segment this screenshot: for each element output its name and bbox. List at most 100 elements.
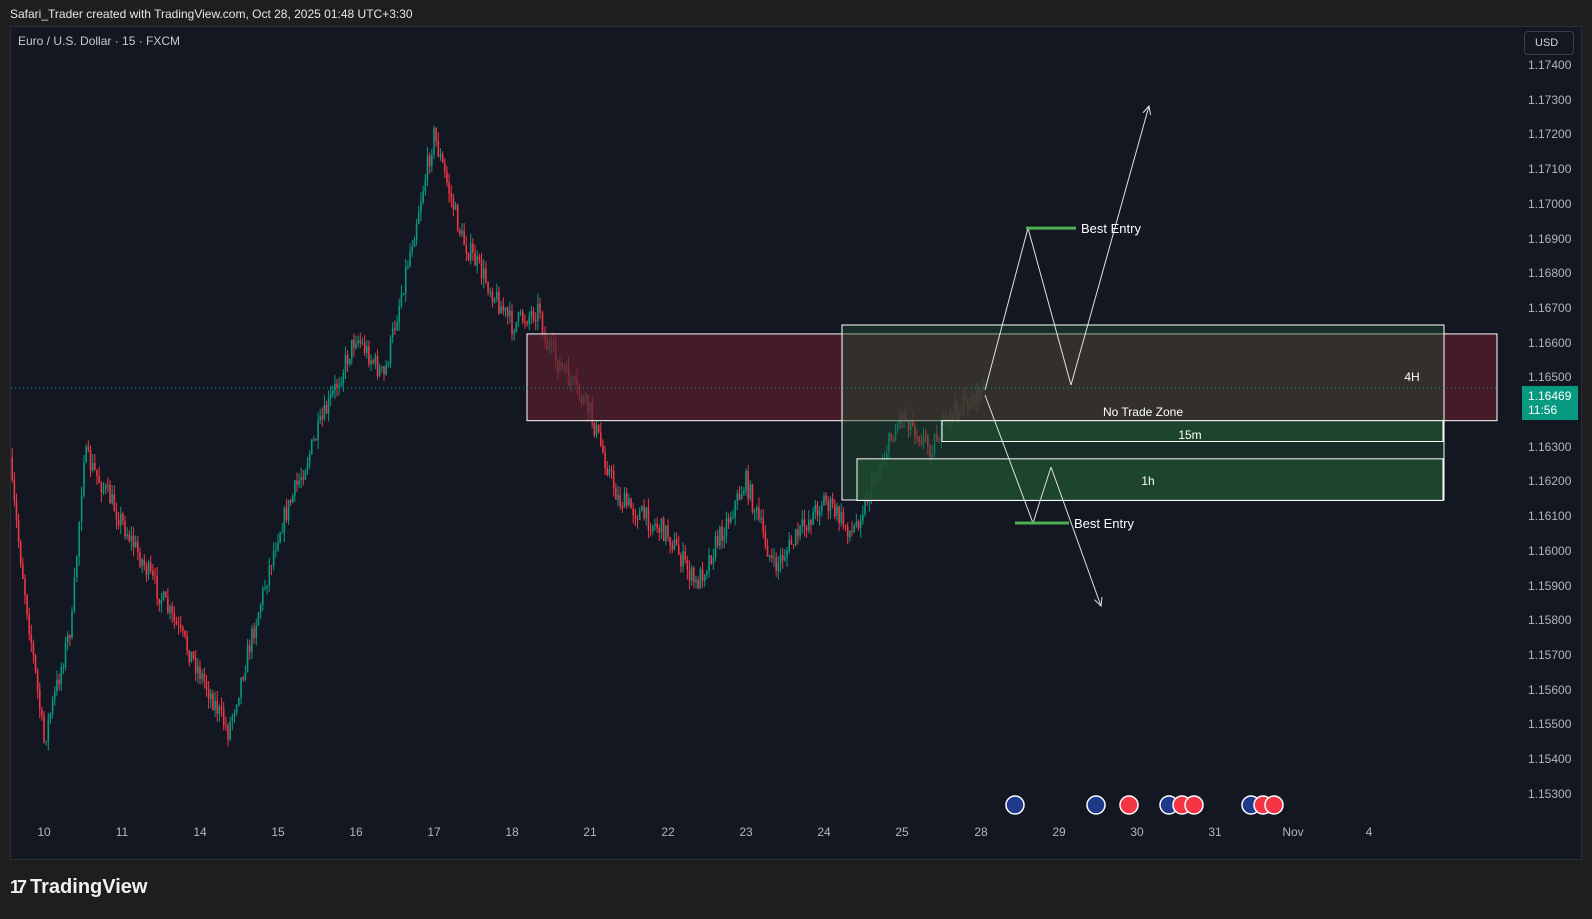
candle-body — [296, 480, 298, 485]
candle-body — [233, 712, 236, 717]
candle-body — [933, 434, 936, 454]
candle-body — [113, 494, 116, 512]
candle-body — [152, 570, 154, 576]
price-tick-label: 1.15700 — [1528, 647, 1572, 662]
candle-body — [443, 162, 446, 172]
candle-body — [145, 565, 148, 575]
candle-body — [378, 367, 381, 376]
candle-body — [671, 545, 674, 550]
candle-body — [645, 507, 648, 519]
candle-body — [675, 539, 678, 545]
candle-body — [506, 307, 509, 317]
candle-body — [472, 243, 474, 253]
candle-body — [792, 544, 795, 546]
candle-body — [638, 511, 641, 520]
price-tick-label: 1.16100 — [1528, 509, 1572, 524]
candle-body — [833, 504, 836, 516]
candle-body — [104, 485, 107, 489]
price-tick-label: 1.17400 — [1528, 58, 1572, 72]
price-tick-label: 1.16300 — [1528, 439, 1572, 454]
candle-body — [141, 559, 143, 567]
candle-body — [17, 520, 20, 542]
candle-body — [19, 541, 22, 565]
candle-body — [604, 452, 606, 468]
candle-body — [519, 311, 522, 313]
candle-body — [532, 311, 535, 320]
candle-body — [812, 511, 814, 525]
candle-body — [137, 541, 139, 553]
candle-body — [64, 642, 67, 668]
candle-body — [98, 475, 100, 483]
candle-body — [313, 439, 315, 441]
currency-button[interactable]: USD — [1524, 31, 1574, 55]
candle-body — [743, 491, 745, 495]
candle-body — [755, 507, 758, 512]
best-entry-lower-label: Best Entry — [1074, 516, 1134, 531]
candle-body — [914, 426, 916, 437]
candle-body — [851, 530, 853, 533]
candle-body — [452, 197, 455, 210]
candle-body — [34, 655, 37, 672]
candle-body — [446, 171, 448, 183]
candle-body — [134, 541, 137, 548]
candle-body — [340, 383, 343, 386]
candle-body — [147, 562, 150, 575]
candle-body — [721, 526, 723, 541]
candle-body — [248, 645, 251, 653]
candle-body — [304, 470, 307, 480]
candle-body — [426, 155, 429, 180]
candle-body — [665, 525, 667, 542]
candle-body — [922, 435, 925, 444]
candle-body — [216, 700, 219, 714]
candle-body — [708, 555, 710, 572]
candle-body — [222, 708, 225, 726]
candle-body — [139, 552, 141, 567]
candle-body — [91, 462, 94, 471]
candle-body — [285, 508, 288, 521]
candle-body — [58, 679, 60, 685]
candle-body — [894, 429, 897, 442]
chart-pane[interactable] — [10, 26, 1582, 860]
candle-body — [697, 579, 699, 589]
candle-body — [26, 595, 28, 615]
candle-body — [797, 529, 799, 537]
candle-body — [156, 576, 158, 599]
candle-body — [636, 518, 639, 520]
candle-body — [530, 311, 533, 316]
tradingview-logo[interactable]: 17 TradingView — [10, 876, 147, 899]
candle-body — [513, 331, 515, 334]
candle-body — [732, 516, 734, 518]
candle-body — [680, 554, 682, 567]
candle-body — [673, 539, 676, 550]
candle-body — [231, 716, 234, 722]
candle-body — [186, 636, 188, 651]
candle-body — [171, 606, 173, 613]
candle-body — [78, 522, 80, 557]
candle-body — [218, 706, 221, 714]
candle-body — [617, 495, 619, 500]
candle-body — [277, 542, 279, 551]
candle-body — [370, 360, 372, 365]
candle-body — [534, 319, 537, 321]
candle-body — [205, 681, 208, 690]
candle-body — [119, 513, 122, 526]
candle-body — [463, 230, 465, 246]
candle-body — [253, 628, 255, 639]
symbol-title[interactable]: Euro / U.S. Dollar · 15 · FXCM — [18, 34, 181, 48]
candle-body — [107, 485, 109, 487]
candle-body — [454, 204, 457, 210]
candle-body — [302, 477, 305, 480]
candle-body — [916, 436, 918, 438]
bearish-arrow — [1050, 466, 1102, 607]
date-tick-label: 21 — [583, 825, 597, 839]
candle-body — [450, 193, 453, 198]
candle-body — [209, 693, 212, 699]
candle-body — [745, 470, 747, 492]
candle-body — [764, 531, 767, 547]
candle-body — [491, 291, 494, 302]
candle-body — [938, 441, 940, 443]
candle-body — [270, 565, 273, 567]
zone-4h — [526, 333, 1498, 422]
zone-15m-label: 15m — [1178, 428, 1201, 442]
